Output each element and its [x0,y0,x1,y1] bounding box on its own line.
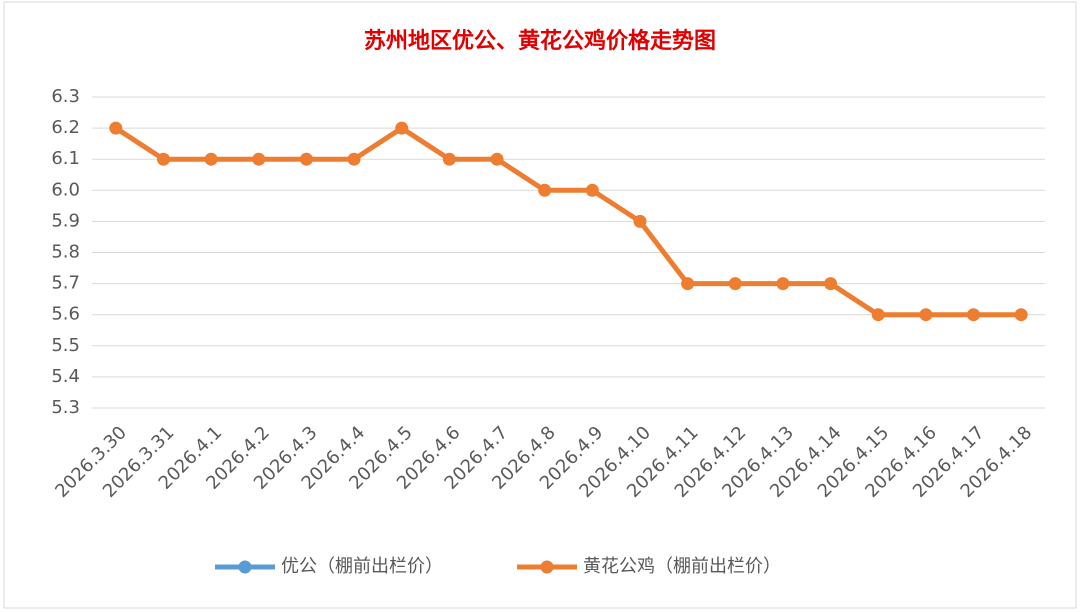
legend-marker [238,560,252,574]
series-point [776,277,790,291]
series-point [299,152,313,166]
series-point [490,152,504,166]
y-tick-label: 5.3 [51,397,80,418]
series-point [109,121,123,135]
chart-title: 苏州地区优公、黄花公鸡价格走势图 [364,28,716,54]
legend-label: 黄花公鸡（棚前出栏价） [583,556,781,577]
series-point [728,277,742,291]
y-tick-label: 6.1 [51,148,80,169]
series-line [114,125,1022,318]
series-point [204,152,218,166]
y-tick-label: 5.5 [51,335,80,356]
y-tick-label: 6.3 [51,86,80,107]
series-point [347,152,361,166]
legend-label: 优公（棚前出栏价） [281,556,443,577]
series-point [442,152,456,166]
legend-marker [540,560,554,574]
series-point [919,308,933,322]
y-tick-label: 5.6 [51,304,80,325]
y-tick-label: 5.7 [51,273,80,294]
series-point [252,152,266,166]
series-point [538,183,552,197]
series-point [156,152,170,166]
y-tick-label: 6.2 [51,117,80,138]
series-point [585,183,599,197]
series-point [871,308,885,322]
chart-frame [3,1,1077,609]
series-point [1014,308,1028,322]
series-point [633,214,647,228]
y-tick-label: 6.0 [51,179,80,200]
y-tick-label: 5.8 [51,242,80,263]
series-point [824,277,838,291]
series-point [395,121,409,135]
series-point [681,277,695,291]
series-point [967,308,981,322]
y-tick-label: 5.9 [51,210,80,231]
y-tick-label: 5.4 [51,366,80,387]
